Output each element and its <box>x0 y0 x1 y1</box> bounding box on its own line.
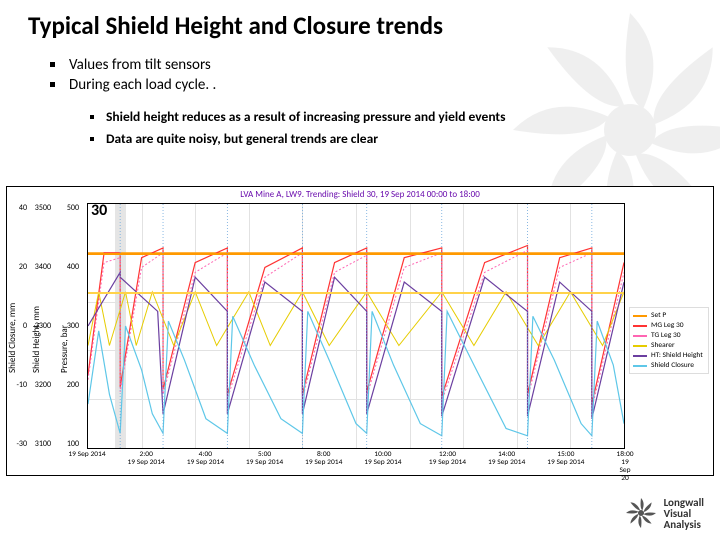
bullet-dot-icon <box>50 82 55 87</box>
x-tick: 10:0019 Sep 2014 <box>364 451 401 467</box>
slide: Typical Shield Height and Closure trends… <box>0 0 720 540</box>
bullet-dot-icon <box>50 62 55 67</box>
legend-label: HT: Shield Height <box>651 351 703 360</box>
y-tick: 3500 <box>35 203 51 213</box>
chart-title: LVA Mine A, LW9. Trending: Shield 30, 19… <box>7 189 713 200</box>
legend-swatch-icon <box>633 365 647 367</box>
legend-item: Shield Closure <box>633 361 705 370</box>
bullet-dot-icon <box>90 115 94 119</box>
legend-swatch-icon <box>633 355 647 357</box>
y-axis-label: Shield Height, mm <box>31 306 42 373</box>
logo-line: Longwall <box>664 497 704 508</box>
y-tick: 200 <box>67 380 79 390</box>
x-tick: 8:0019 Sep 2014 <box>305 451 342 467</box>
legend-swatch-icon <box>633 315 647 317</box>
legend: Set PMG Leg 30TG Leg 30ShearerHT: Shield… <box>629 307 709 374</box>
legend-item: Shearer <box>633 341 705 350</box>
logo-text: Longwall Visual Analysis <box>664 497 704 530</box>
series-line <box>88 272 624 418</box>
legend-label: MG Leg 30 <box>651 321 684 330</box>
bullet-l2: Data are quite noisy, but general trends… <box>90 130 692 148</box>
x-tick: 2:0019 Sep 2014 <box>128 451 165 467</box>
y-tick: 3200 <box>35 380 51 390</box>
y-tick: 20 <box>19 262 27 272</box>
y-axis-label: Shield Closure, mm <box>7 303 18 373</box>
legend-swatch-icon <box>633 335 647 337</box>
bullet-text: During each load cycle. . <box>69 75 216 95</box>
y-tick: 3400 <box>35 262 51 272</box>
bullet-text: Values from tilt sensors <box>69 55 211 75</box>
x-axis: 19 Sep 20142:0019 Sep 20144:0019 Sep 201… <box>87 451 625 473</box>
chart: LVA Mine A, LW9. Trending: Shield 30, 19… <box>6 186 714 476</box>
x-tick: 4:0019 Sep 2014 <box>187 451 224 467</box>
logo-line: Visual <box>664 508 704 519</box>
legend-item: MG Leg 30 <box>633 321 705 330</box>
x-tick: 19 Sep 2014 <box>68 451 105 459</box>
legend-label: Shearer <box>651 341 675 350</box>
legend-swatch-icon <box>633 345 647 347</box>
bullet-l1: Values from tilt sensors <box>50 55 692 75</box>
bullet-text: Data are quite noisy, but general trends… <box>106 130 378 148</box>
x-tick: 14:0019 Sep 2014 <box>488 451 525 467</box>
y-axes: 40200-10-30Shield Closure, mm35003400330… <box>9 203 87 449</box>
y-tick: -10 <box>16 380 27 390</box>
legend-item: HT: Shield Height <box>633 351 705 360</box>
y-axis-label: Pressure, bar <box>59 325 70 373</box>
y-tick: 3100 <box>35 439 51 449</box>
page-title: Typical Shield Height and Closure trends <box>28 10 692 41</box>
y-tick: -30 <box>16 439 27 449</box>
logo-line: Analysis <box>664 519 704 530</box>
x-tick: 18:0019 Sep 20 <box>616 451 633 483</box>
y-tick: 0 <box>23 321 27 331</box>
legend-label: TG Leg 30 <box>651 331 681 340</box>
x-tick: 5:0019 Sep 2014 <box>246 451 283 467</box>
legend-label: Set P <box>651 311 666 320</box>
legend-item: Set P <box>633 311 705 320</box>
y-tick: 100 <box>67 439 79 449</box>
legend-item: TG Leg 30 <box>633 331 705 340</box>
bullet-dot-icon <box>90 137 94 141</box>
bullet-l1: During each load cycle. . <box>50 75 692 95</box>
y-tick: 40 <box>19 203 27 213</box>
bullet-l2: Shield height reduces as a result of inc… <box>90 108 692 126</box>
legend-label: Shield Closure <box>651 361 694 370</box>
y-tick: 400 <box>67 262 79 272</box>
footer-logo: Longwall Visual Analysis <box>624 496 704 530</box>
legend-swatch-icon <box>633 325 647 327</box>
y-tick: 500 <box>67 203 79 213</box>
bullet-text: Shield height reduces as a result of inc… <box>106 108 506 126</box>
plot-area <box>87 203 625 449</box>
x-tick: 15:0019 Sep 2014 <box>547 451 584 467</box>
x-tick: 12:0019 Sep 2014 <box>429 451 466 467</box>
bullet-list: Values from tilt sensors During each loa… <box>50 55 692 148</box>
logo-icon <box>624 496 658 530</box>
